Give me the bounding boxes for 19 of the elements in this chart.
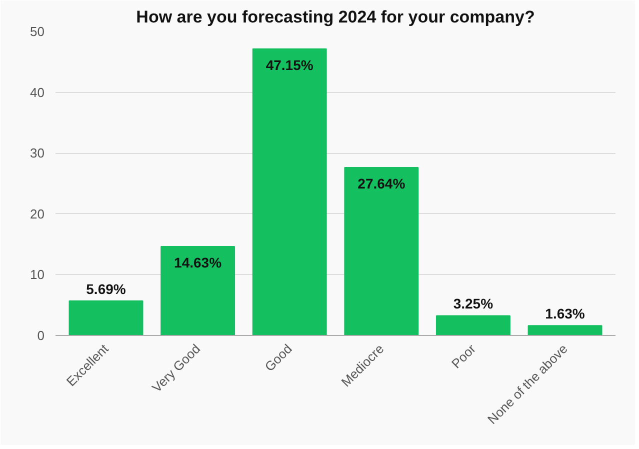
bar xyxy=(436,315,510,336)
y-tick-label: 40 xyxy=(30,84,45,100)
data-label: 47.15% xyxy=(266,56,314,73)
bar xyxy=(160,246,236,336)
y-tick-label: 20 xyxy=(30,206,45,222)
data-label: 3.25% xyxy=(453,296,494,312)
y-tick-label: 30 xyxy=(30,146,45,161)
y-tick-label: 50 xyxy=(30,24,45,39)
data-label: 14.63% xyxy=(174,254,222,271)
bar xyxy=(68,300,144,336)
data-label: 5.69% xyxy=(86,280,126,297)
y-tick-label: 0 xyxy=(37,328,45,343)
bar xyxy=(252,48,327,336)
y-tick-label: 10 xyxy=(30,267,45,282)
data-label: 1.63% xyxy=(545,306,586,322)
data-label: 27.64% xyxy=(358,175,406,192)
bar xyxy=(528,325,602,336)
chart-title: How are you forecasting 2024 for your company? xyxy=(136,8,535,26)
bar xyxy=(344,166,419,336)
